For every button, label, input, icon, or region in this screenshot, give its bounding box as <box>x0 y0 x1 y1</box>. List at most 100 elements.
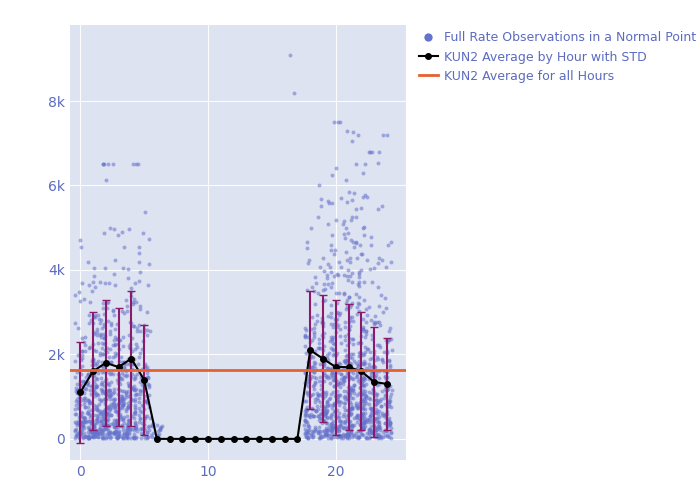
Full Rate Observations in a Normal Point <box>378 412 389 420</box>
Full Rate Observations in a Normal Point <box>122 428 133 436</box>
Full Rate Observations in a Normal Point <box>365 241 377 249</box>
Full Rate Observations in a Normal Point <box>316 419 328 427</box>
Full Rate Observations in a Normal Point <box>111 334 122 342</box>
Full Rate Observations in a Normal Point <box>369 422 380 430</box>
Full Rate Observations in a Normal Point <box>90 388 101 396</box>
Full Rate Observations in a Normal Point <box>139 324 150 332</box>
Full Rate Observations in a Normal Point <box>96 434 107 442</box>
Full Rate Observations in a Normal Point <box>96 380 107 388</box>
Full Rate Observations in a Normal Point <box>338 424 349 432</box>
Full Rate Observations in a Normal Point <box>120 406 132 414</box>
Full Rate Observations in a Normal Point <box>111 432 122 440</box>
Full Rate Observations in a Normal Point <box>82 380 93 388</box>
Full Rate Observations in a Normal Point <box>326 268 337 276</box>
Full Rate Observations in a Normal Point <box>371 354 382 362</box>
Full Rate Observations in a Normal Point <box>309 273 321 281</box>
Full Rate Observations in a Normal Point <box>120 368 132 376</box>
Full Rate Observations in a Normal Point <box>323 280 334 288</box>
Full Rate Observations in a Normal Point <box>345 388 356 396</box>
Full Rate Observations in a Normal Point <box>326 335 337 343</box>
Full Rate Observations in a Normal Point <box>367 418 378 426</box>
Full Rate Observations in a Normal Point <box>380 410 391 418</box>
Full Rate Observations in a Normal Point <box>122 424 134 432</box>
Full Rate Observations in a Normal Point <box>93 395 104 403</box>
Full Rate Observations in a Normal Point <box>342 342 353 349</box>
Full Rate Observations in a Normal Point <box>120 372 132 380</box>
Full Rate Observations in a Normal Point <box>316 432 327 440</box>
Full Rate Observations in a Normal Point <box>73 432 84 440</box>
Full Rate Observations in a Normal Point <box>88 385 99 393</box>
Full Rate Observations in a Normal Point <box>367 428 378 436</box>
Full Rate Observations in a Normal Point <box>327 364 338 372</box>
Full Rate Observations in a Normal Point <box>386 403 397 411</box>
Full Rate Observations in a Normal Point <box>113 432 125 440</box>
Full Rate Observations in a Normal Point <box>78 420 89 428</box>
Full Rate Observations in a Normal Point <box>354 307 365 315</box>
Full Rate Observations in a Normal Point <box>346 137 358 145</box>
Full Rate Observations in a Normal Point <box>92 382 103 390</box>
Full Rate Observations in a Normal Point <box>344 430 355 438</box>
Full Rate Observations in a Normal Point <box>97 412 108 420</box>
Full Rate Observations in a Normal Point <box>303 426 314 434</box>
Full Rate Observations in a Normal Point <box>339 323 350 331</box>
Full Rate Observations in a Normal Point <box>74 393 85 401</box>
Full Rate Observations in a Normal Point <box>116 228 127 235</box>
Full Rate Observations in a Normal Point <box>346 428 357 436</box>
Full Rate Observations in a Normal Point <box>364 404 375 412</box>
Full Rate Observations in a Normal Point <box>302 421 313 429</box>
Full Rate Observations in a Normal Point <box>300 418 312 426</box>
Full Rate Observations in a Normal Point <box>89 328 100 336</box>
Full Rate Observations in a Normal Point <box>130 390 141 398</box>
Full Rate Observations in a Normal Point <box>354 389 365 397</box>
Full Rate Observations in a Normal Point <box>347 269 358 277</box>
Full Rate Observations in a Normal Point <box>84 413 95 421</box>
Full Rate Observations in a Normal Point <box>346 423 358 431</box>
Full Rate Observations in a Normal Point <box>82 402 93 410</box>
Full Rate Observations in a Normal Point <box>74 386 85 394</box>
Full Rate Observations in a Normal Point <box>153 430 164 438</box>
Full Rate Observations in a Normal Point <box>84 344 95 351</box>
Full Rate Observations in a Normal Point <box>368 422 379 430</box>
Full Rate Observations in a Normal Point <box>332 433 343 441</box>
Full Rate Observations in a Normal Point <box>335 432 346 440</box>
Full Rate Observations in a Normal Point <box>330 316 342 324</box>
Full Rate Observations in a Normal Point <box>97 344 108 352</box>
Full Rate Observations in a Normal Point <box>85 390 97 398</box>
Full Rate Observations in a Normal Point <box>93 428 104 436</box>
Full Rate Observations in a Normal Point <box>364 425 375 433</box>
Full Rate Observations in a Normal Point <box>370 400 381 408</box>
Full Rate Observations in a Normal Point <box>365 316 377 324</box>
Full Rate Observations in a Normal Point <box>88 423 99 431</box>
Full Rate Observations in a Normal Point <box>333 310 344 318</box>
Full Rate Observations in a Normal Point <box>120 391 132 399</box>
Full Rate Observations in a Normal Point <box>78 389 89 397</box>
Full Rate Observations in a Normal Point <box>144 426 155 434</box>
Full Rate Observations in a Normal Point <box>371 432 382 440</box>
Full Rate Observations in a Normal Point <box>114 336 125 344</box>
Full Rate Observations in a Normal Point <box>133 418 144 426</box>
Full Rate Observations in a Normal Point <box>325 337 336 345</box>
Full Rate Observations in a Normal Point <box>315 366 326 374</box>
Full Rate Observations in a Normal Point <box>97 434 108 442</box>
Full Rate Observations in a Normal Point <box>312 412 323 420</box>
Full Rate Observations in a Normal Point <box>94 331 106 339</box>
Full Rate Observations in a Normal Point <box>109 407 120 415</box>
Full Rate Observations in a Normal Point <box>135 350 146 358</box>
Full Rate Observations in a Normal Point <box>91 325 102 333</box>
Full Rate Observations in a Normal Point <box>355 250 366 258</box>
Full Rate Observations in a Normal Point <box>364 428 375 436</box>
Full Rate Observations in a Normal Point <box>80 374 92 382</box>
Full Rate Observations in a Normal Point <box>136 401 148 409</box>
Full Rate Observations in a Normal Point <box>330 164 342 172</box>
Full Rate Observations in a Normal Point <box>76 422 88 430</box>
Full Rate Observations in a Normal Point <box>123 332 134 340</box>
Full Rate Observations in a Normal Point <box>97 389 108 397</box>
Full Rate Observations in a Normal Point <box>130 160 141 168</box>
Full Rate Observations in a Normal Point <box>336 370 347 378</box>
Full Rate Observations in a Normal Point <box>122 430 133 438</box>
Full Rate Observations in a Normal Point <box>343 430 354 438</box>
Full Rate Observations in a Normal Point <box>360 364 372 372</box>
Full Rate Observations in a Normal Point <box>148 429 159 437</box>
Full Rate Observations in a Normal Point <box>90 312 101 320</box>
Full Rate Observations in a Normal Point <box>143 390 154 398</box>
